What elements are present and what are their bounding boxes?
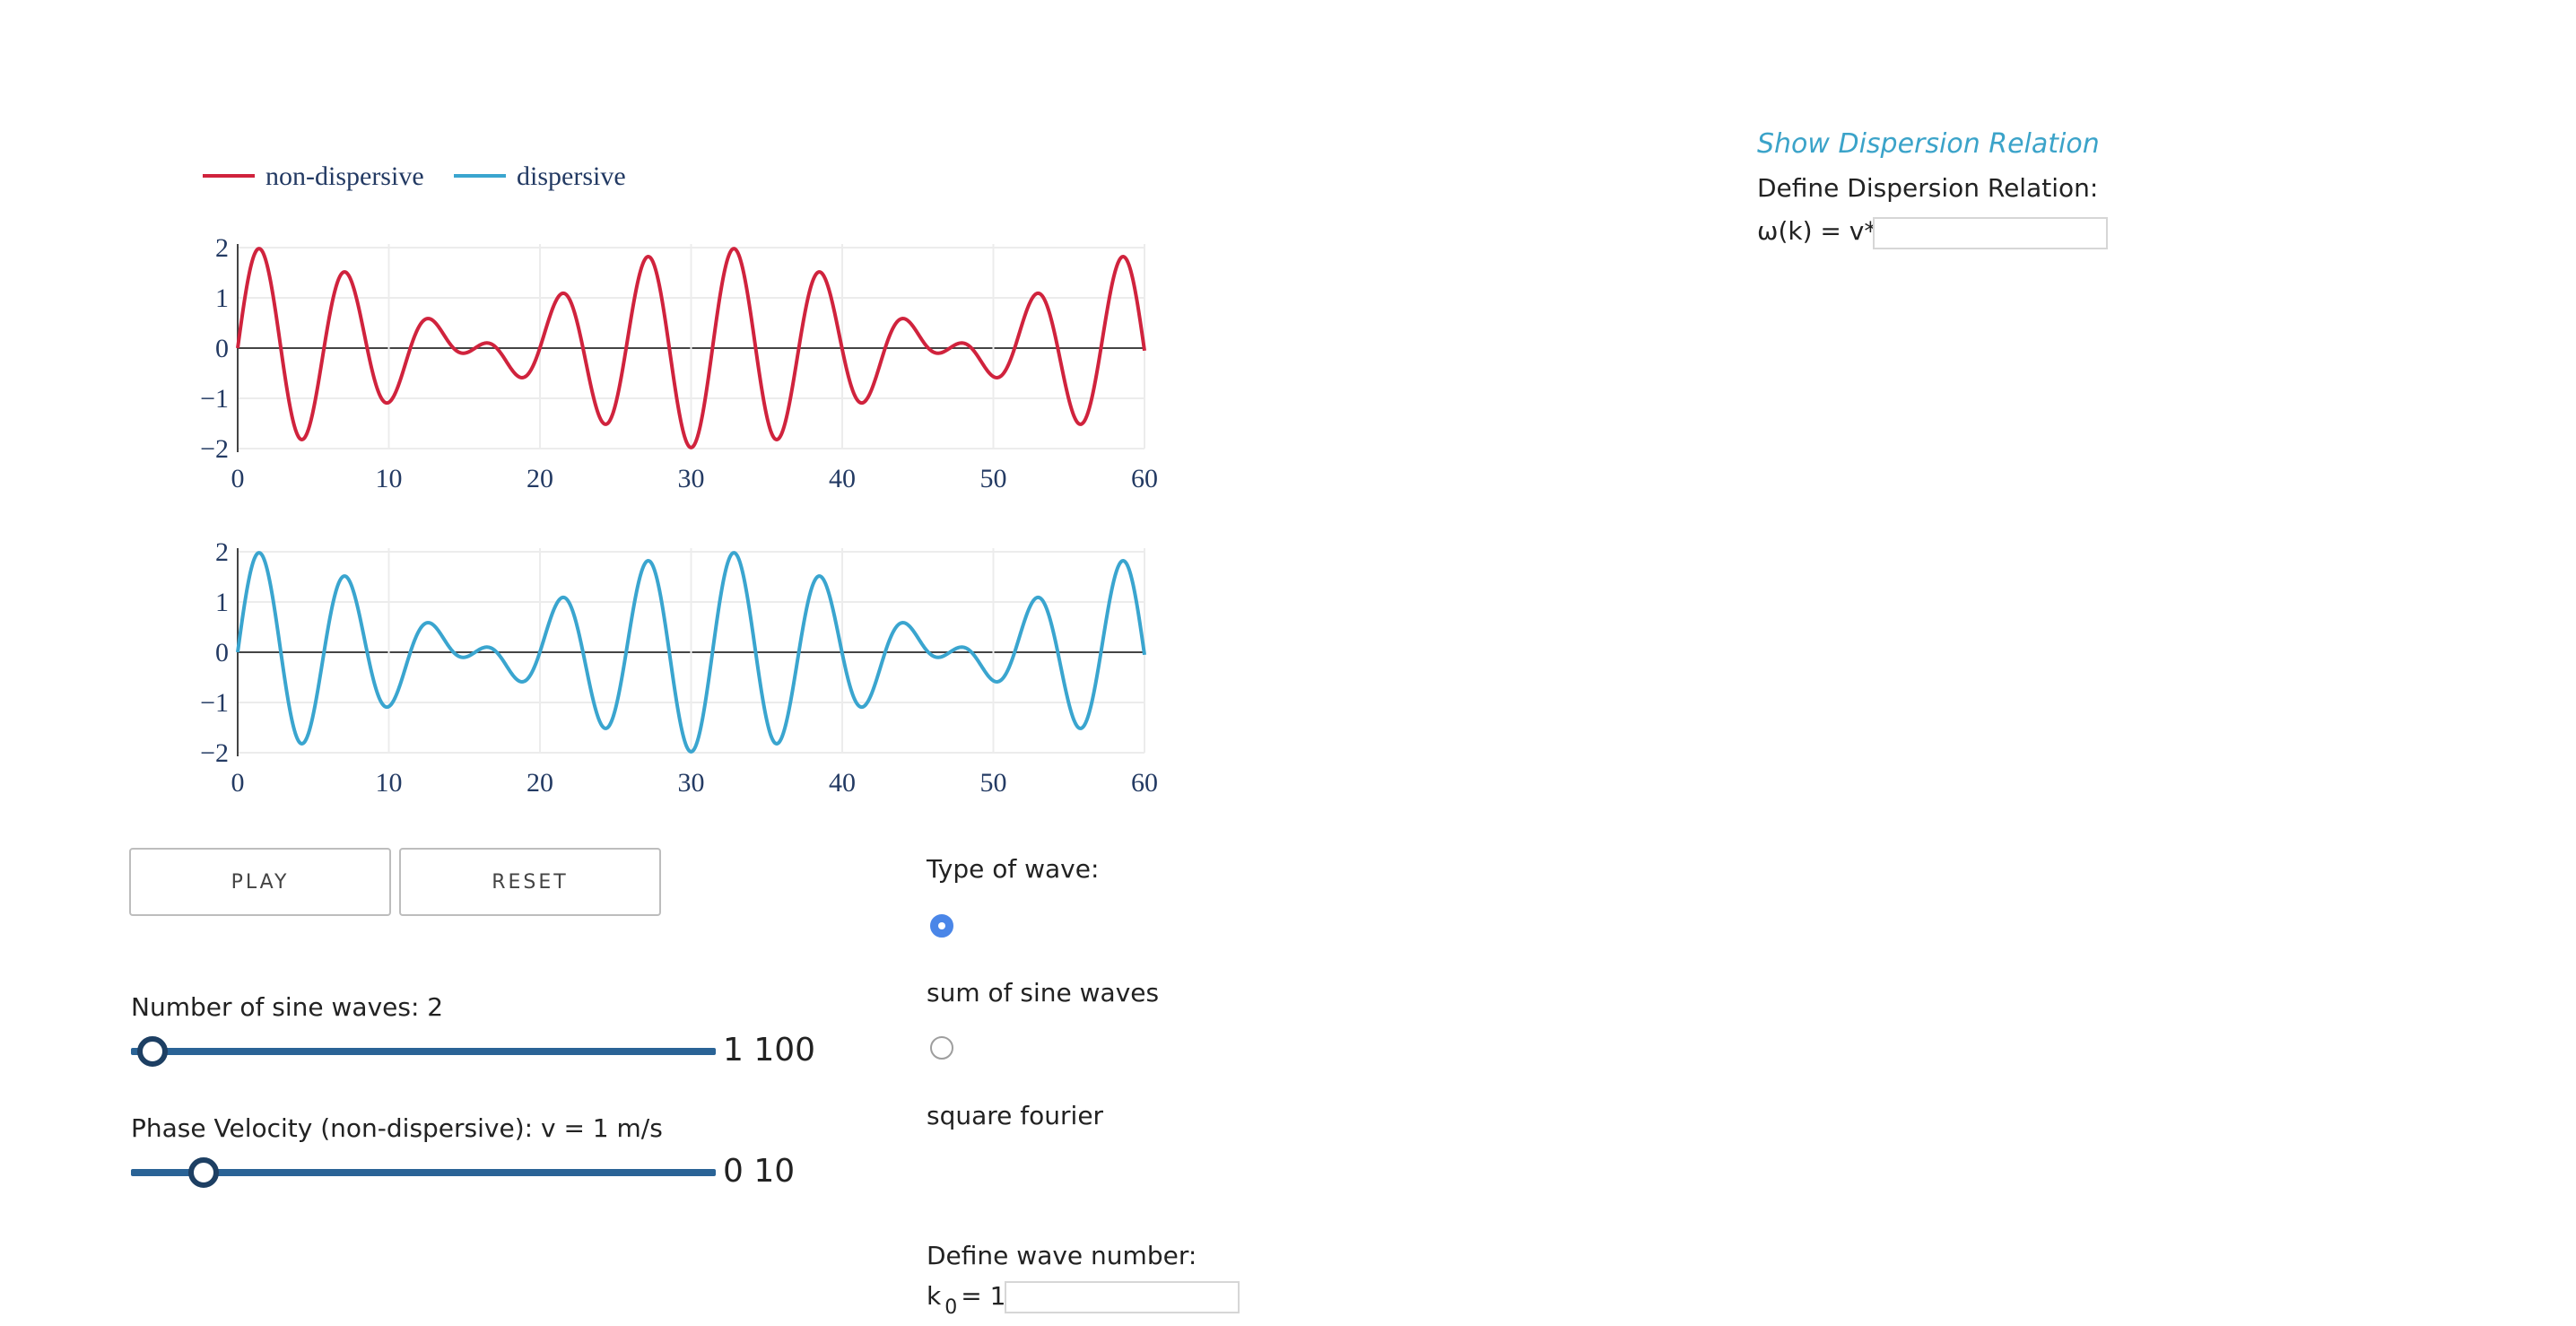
chart-1-ytick: 2 (215, 233, 229, 263)
chart-2-ytick: −1 (200, 688, 229, 718)
chart-1-xtick: 0 (231, 464, 245, 493)
play-button[interactable]: PLAY (129, 848, 391, 916)
chart-2-xtick: 20 (527, 768, 553, 798)
chart-1-ytick: −1 (200, 384, 229, 414)
chart-2-ytick: 0 (215, 638, 229, 667)
wave-number-label: k 0 = 1 (927, 1281, 1006, 1319)
num-sines-slider-track[interactable] (131, 1048, 716, 1055)
chart-2-ytick: 2 (215, 537, 229, 567)
num-sines-label: Number of sine waves: 2 (131, 992, 444, 1022)
option-sum-of-sine-waves[interactable]: sum of sine waves (927, 978, 1160, 1008)
dispersion-formula-label: ω(k) = v*k (1757, 216, 1892, 246)
num-sines-range: 1 100 (723, 1032, 816, 1069)
chart-2-ytick: 1 (215, 588, 229, 617)
dispersion-relation-input[interactable] (1873, 217, 2108, 249)
chart-1-xtick: 50 (980, 464, 1007, 493)
wave-number-title: Define wave number: (927, 1241, 1197, 1270)
chart-2-ytick: −2 (200, 738, 229, 768)
chart-2-xtick: 0 (231, 768, 245, 798)
velocity-slider-thumb[interactable] (188, 1157, 219, 1188)
wave-number-k: k (927, 1281, 942, 1311)
radio-square-fourier[interactable] (930, 1036, 953, 1060)
chart-1-ytick: −2 (200, 434, 229, 464)
chart-1-ytick: 1 (215, 284, 229, 313)
legend: non-dispersive dispersive (201, 158, 667, 194)
chart-1: 210−1−20 10 20 30 40 50 60 (200, 233, 1158, 493)
chart-1-xtick: 30 (678, 464, 705, 493)
velocity-range: 0 10 (723, 1153, 796, 1190)
chart-2-xtick: 50 (980, 768, 1007, 798)
legend-label-dispersive: dispersive (517, 161, 626, 191)
chart-2-xtick: 10 (376, 768, 403, 798)
chart-1-xtick: 10 (376, 464, 403, 493)
wave-number-input[interactable] (1005, 1281, 1240, 1313)
option-square-fourier[interactable]: square fourier (927, 1101, 1104, 1130)
radio-sum-of-sine-waves[interactable] (930, 914, 953, 938)
wave-number-eq: = 1 (961, 1281, 1006, 1311)
chart-1-xtick: 20 (527, 464, 553, 493)
num-sines-slider-thumb[interactable] (137, 1036, 168, 1067)
wave-number-subscript: 0 (944, 1296, 958, 1319)
chart-2: 210−1−20 10 20 30 40 50 60 (200, 537, 1158, 798)
chart-1-ytick: 0 (215, 334, 229, 363)
chart-1-xtick: 60 (1131, 464, 1158, 493)
dispersion-title: Define Dispersion Relation: (1757, 173, 2099, 203)
legend-label-non-dispersive: non-dispersive (265, 161, 424, 191)
chart-1-xtick: 40 (829, 464, 856, 493)
wave-type-title: Type of wave: (927, 854, 1100, 884)
chart-2-xtick: 60 (1131, 768, 1158, 798)
chart-2-xtick: 30 (678, 768, 705, 798)
legend-svg: non-dispersive dispersive (203, 161, 626, 191)
velocity-slider-track[interactable] (131, 1169, 716, 1176)
chart-2-line-dispersive (236, 551, 1146, 754)
show-dispersion-relation-link[interactable]: Show Dispersion Relation (1757, 128, 2100, 160)
reset-button[interactable]: RESET (399, 848, 661, 916)
chart-2-xtick: 40 (829, 768, 856, 798)
chart-1-line-non-dispersive (236, 247, 1146, 449)
velocity-label: Phase Velocity (non-dispersive): v = 1 m… (131, 1113, 663, 1143)
